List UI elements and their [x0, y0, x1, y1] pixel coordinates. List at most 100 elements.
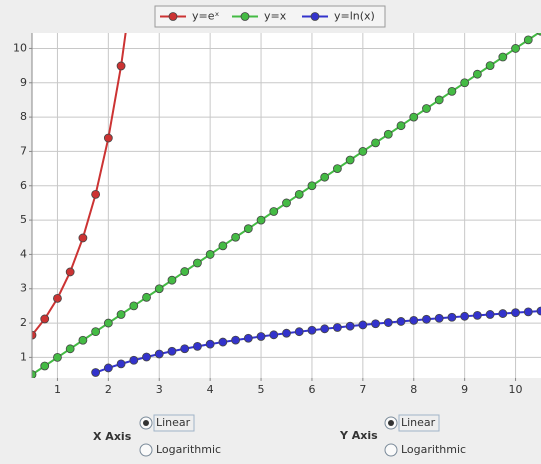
data-point [307, 325, 317, 335]
data-point [434, 95, 444, 105]
y-tick-label: 3 [20, 282, 27, 295]
data-point [485, 310, 495, 319]
y-tick-label: 4 [20, 247, 27, 260]
data-point [243, 224, 253, 234]
data-point [460, 311, 470, 321]
data-point [383, 129, 393, 139]
x-tick-label: 8 [410, 383, 417, 396]
data-point [180, 344, 190, 354]
data-point [447, 86, 457, 96]
data-point [193, 341, 202, 351]
data-point [332, 164, 342, 173]
data-point [472, 69, 482, 79]
data-point [536, 33, 541, 36]
data-point [269, 330, 279, 340]
radio-dot [388, 420, 394, 426]
data-point [511, 308, 520, 318]
axis-label: Y Axis [339, 429, 378, 442]
radio-label[interactable]: Logarithmic [156, 443, 221, 456]
data-point [205, 250, 215, 259]
data-point [91, 368, 101, 377]
legend-marker [168, 12, 178, 21]
data-point [167, 346, 177, 356]
data-point [422, 314, 431, 324]
y-tick-label: 1 [20, 350, 27, 363]
data-point [396, 317, 406, 326]
data-point [116, 310, 126, 319]
data-point [40, 361, 50, 371]
legend-label: y=x [264, 10, 287, 23]
data-point [103, 363, 113, 373]
data-point [53, 353, 62, 362]
data-point [40, 314, 50, 324]
data-point [536, 306, 541, 316]
data-point [218, 241, 228, 251]
data-point [511, 44, 520, 53]
x-tick-label: 7 [359, 383, 366, 396]
data-point [498, 52, 508, 62]
data-point [256, 215, 266, 225]
data-point [485, 61, 495, 71]
focus-box [398, 414, 440, 432]
control-panel [0, 400, 541, 464]
data-point [269, 207, 279, 216]
data-point [345, 321, 355, 331]
data-point [371, 138, 380, 148]
data-point [396, 121, 406, 131]
y-tick-label: 7 [20, 144, 27, 157]
legend [154, 5, 386, 28]
x-tick-label: 5 [258, 383, 265, 396]
data-point [243, 333, 253, 343]
data-point [447, 312, 457, 322]
data-point [371, 319, 380, 329]
data-point [193, 258, 202, 268]
data-point [409, 315, 419, 325]
x-tick-label: 6 [308, 383, 315, 396]
y-tick-label: 8 [20, 110, 27, 123]
radio-label[interactable]: Logarithmic [401, 443, 466, 456]
data-point [32, 330, 37, 340]
data-point [129, 301, 139, 311]
data-point [294, 189, 304, 199]
data-point [345, 155, 355, 165]
data-point [434, 313, 444, 323]
x-tick-label: 9 [461, 383, 468, 396]
y-tick-label: 2 [20, 316, 27, 329]
data-point [460, 78, 470, 88]
data-point [307, 181, 317, 191]
data-point [472, 310, 482, 320]
data-point [129, 355, 139, 365]
legend-label: y=eˣ [192, 10, 219, 23]
x-tick-label: 4 [207, 383, 214, 396]
data-point [154, 349, 164, 359]
data-point [282, 198, 291, 208]
data-point [422, 104, 431, 113]
data-point [332, 323, 342, 332]
data-point [103, 318, 113, 328]
data-point [383, 318, 393, 327]
radio-label[interactable]: Linear [156, 416, 191, 429]
data-point [116, 359, 126, 369]
y-tick-label: 6 [20, 179, 27, 192]
radio-button[interactable] [139, 443, 153, 457]
data-point [320, 172, 330, 182]
data-point [78, 335, 88, 345]
data-point [78, 233, 88, 243]
data-point [103, 133, 113, 143]
data-point [294, 327, 304, 337]
radio-button[interactable] [384, 443, 398, 457]
data-point [523, 35, 533, 45]
y-tick-label: 5 [20, 213, 27, 226]
legend-marker [310, 12, 320, 21]
radio-dot [143, 420, 149, 426]
data-point [231, 232, 241, 242]
focus-box [153, 414, 195, 432]
data-point [358, 320, 368, 330]
data-point [32, 370, 37, 378]
x-tick-label: 10 [509, 383, 523, 396]
data-point [116, 61, 126, 71]
radio-label[interactable]: Linear [401, 416, 436, 429]
legend-marker [240, 12, 250, 21]
